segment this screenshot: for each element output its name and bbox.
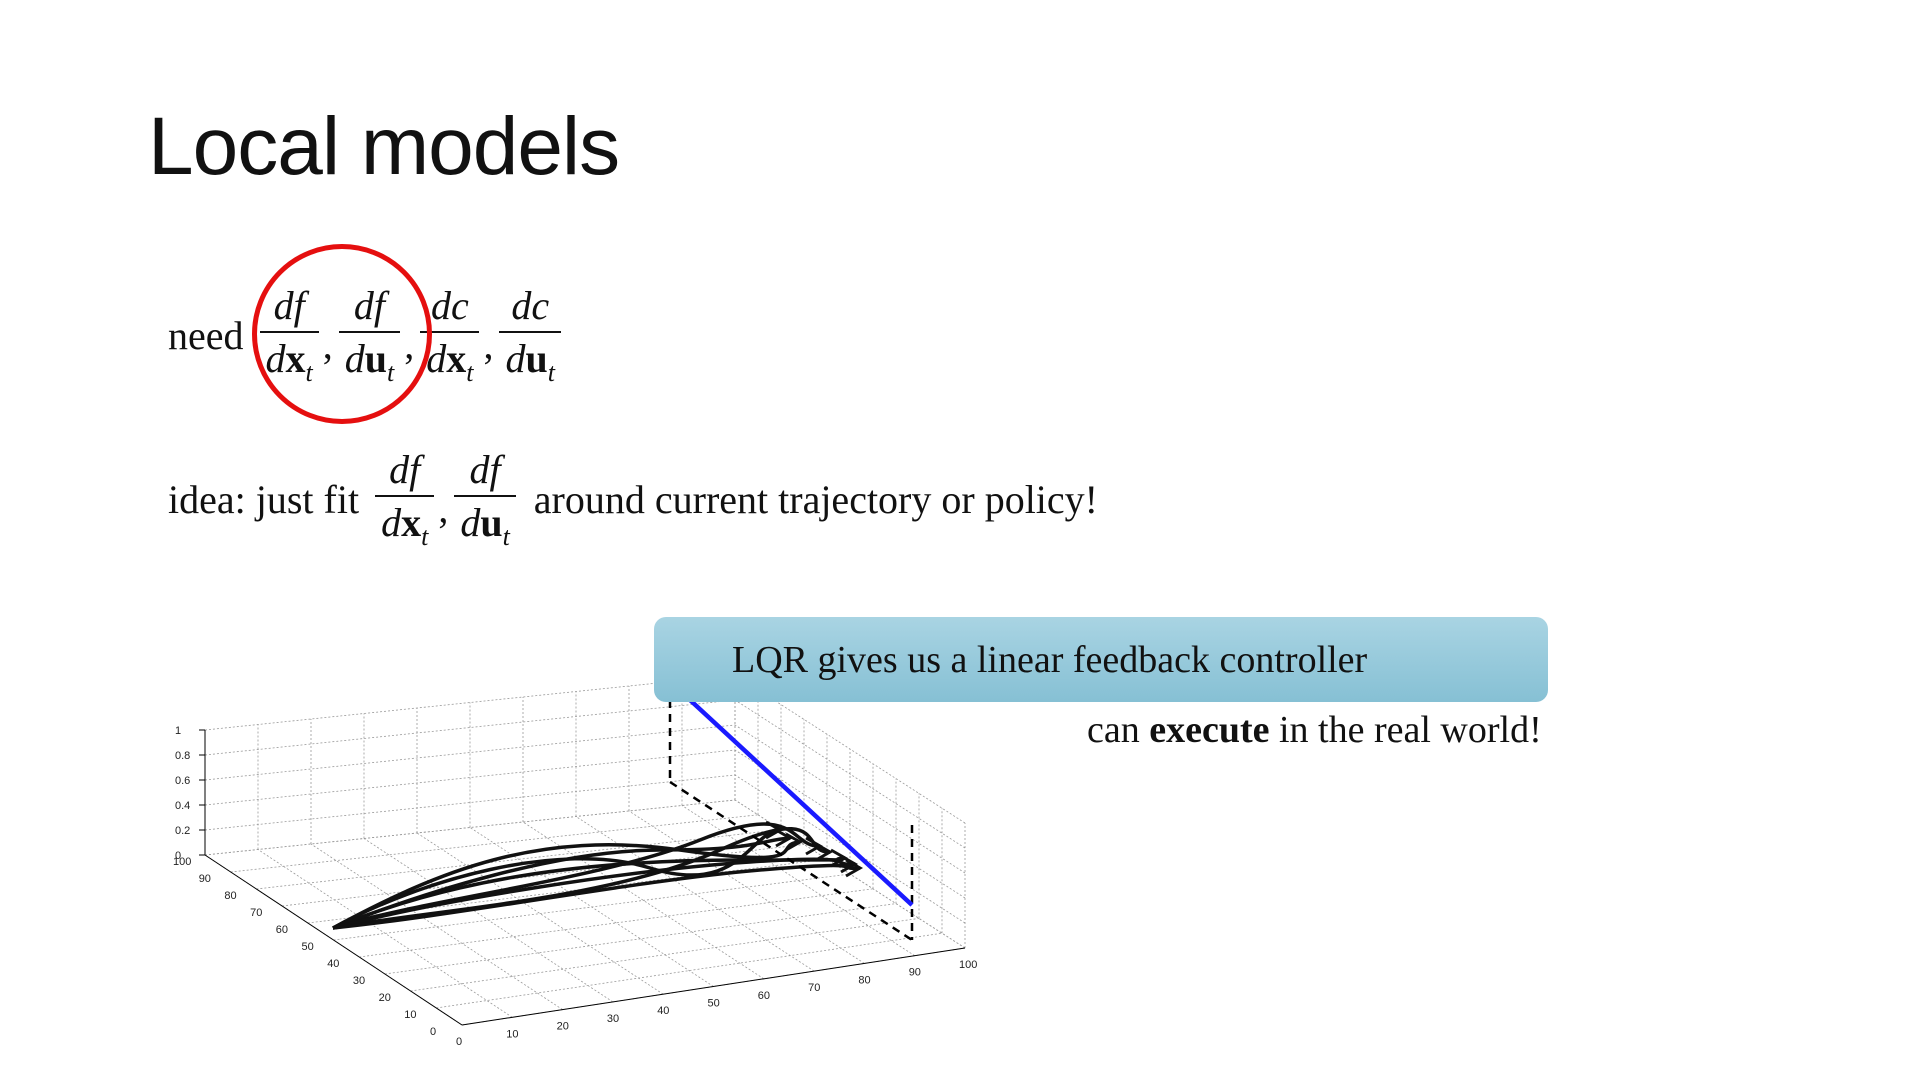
- y-tick-label: 40: [327, 958, 339, 970]
- grid-line: [204, 674, 736, 731]
- x-axis-line: [461, 947, 966, 1026]
- grid-line: [410, 918, 920, 992]
- x-tick-label: 50: [708, 998, 720, 1010]
- highlight-circle: [252, 244, 432, 424]
- lqr-callout: LQR gives us a linear feedback controlle…: [654, 617, 1548, 702]
- x-tick-label: 20: [557, 1021, 569, 1033]
- fraction-numerator: dc: [430, 283, 469, 328]
- z-tick-label: 0.8: [175, 750, 190, 762]
- trajectories: [332, 698, 914, 942]
- slide-title: Local models: [148, 101, 620, 192]
- y-tick-label: 0: [430, 1026, 436, 1038]
- grid-line: [628, 810, 865, 964]
- y-tick-label: 30: [353, 975, 365, 987]
- grid-line: [204, 699, 736, 756]
- grid-line: [333, 873, 851, 941]
- trajectory-curve: [332, 840, 801, 930]
- df-dx-fraction: df dxt: [375, 446, 435, 552]
- grid-line: [384, 903, 897, 975]
- idea-label: idea: just fit: [168, 476, 360, 522]
- grid-line: [204, 774, 736, 831]
- execute-word: execute: [1149, 709, 1270, 751]
- x-tick-label: 40: [657, 1005, 669, 1017]
- grid-line: [575, 816, 815, 972]
- y-tick-label: 10: [404, 1009, 416, 1021]
- plot-ticks: 10.80.60.40.2010090807060504030201000102…: [173, 725, 977, 1048]
- fraction-denominator: dut: [460, 500, 510, 551]
- x-tick-label: 60: [758, 990, 770, 1002]
- fraction-numerator: dc: [511, 283, 550, 328]
- dc-du-fraction: dc dut: [499, 282, 561, 388]
- fraction-denominator: dut: [505, 336, 555, 387]
- dashed-floor-line: [669, 780, 913, 942]
- z-tick-label: 0: [175, 850, 181, 862]
- grid-line: [734, 674, 966, 824]
- lqr-line: [688, 698, 914, 907]
- grid-line: [204, 724, 736, 781]
- fraction-denominator: dxt: [426, 336, 474, 387]
- y-tick-label: 100: [173, 856, 191, 868]
- x-tick-label: 0: [456, 1036, 462, 1048]
- z-tick-label: 0.6: [175, 775, 190, 787]
- x-tick-label: 80: [858, 974, 870, 986]
- trajectory-arrowhead: [845, 858, 864, 878]
- z-tick-label: 1: [175, 725, 181, 737]
- lqr-callout-text: LQR gives us a linear feedback controlle…: [732, 638, 1368, 681]
- y-tick-label: 20: [379, 992, 391, 1004]
- y-tick-label: 90: [199, 873, 211, 885]
- trajectory-curve: [332, 857, 856, 930]
- y-tick-label: 60: [276, 924, 288, 936]
- x-tick-label: 10: [506, 1028, 518, 1040]
- grid-line: [734, 749, 966, 899]
- x-tick-label: 70: [808, 982, 820, 994]
- grid-line: [204, 799, 736, 856]
- fraction-denominator: dxt: [381, 500, 429, 551]
- y-tick-label: 50: [302, 941, 314, 953]
- x-tick-label: 30: [607, 1013, 619, 1025]
- fraction-numerator: df: [389, 447, 421, 492]
- trajectory-curve: [332, 863, 861, 930]
- grid-line: [734, 724, 966, 874]
- grid-line: [230, 814, 759, 873]
- grid-line: [436, 932, 943, 1009]
- y-tick-label: 80: [224, 890, 236, 902]
- z-tick-label: 0.2: [175, 825, 190, 837]
- grid-line: [204, 749, 736, 806]
- execute-caption: can execute in the real world!: [1087, 709, 1542, 751]
- y-tick-label: 70: [250, 907, 262, 919]
- z-tick-label: 0.4: [175, 800, 190, 812]
- trajectory-arrowhead: [785, 832, 804, 852]
- x-tick-label: 90: [909, 967, 921, 979]
- grid-line: [416, 832, 664, 995]
- need-label: need: [168, 312, 244, 358]
- idea-suffix: around current trajectory or policy!: [533, 476, 1098, 522]
- df-du-fraction: df dut: [454, 446, 516, 552]
- trajectory-arrowhead: [815, 842, 834, 862]
- grid-line: [307, 858, 828, 924]
- x-tick-label: 100: [959, 959, 977, 971]
- fraction-numerator: df: [469, 447, 501, 492]
- grid-line: [734, 699, 966, 849]
- dc-dx-fraction: dc dxt: [420, 282, 480, 388]
- idea-equation: idea: just fit df dxt , df dut around cu…: [168, 446, 1098, 552]
- y-axis-line: [204, 854, 463, 1026]
